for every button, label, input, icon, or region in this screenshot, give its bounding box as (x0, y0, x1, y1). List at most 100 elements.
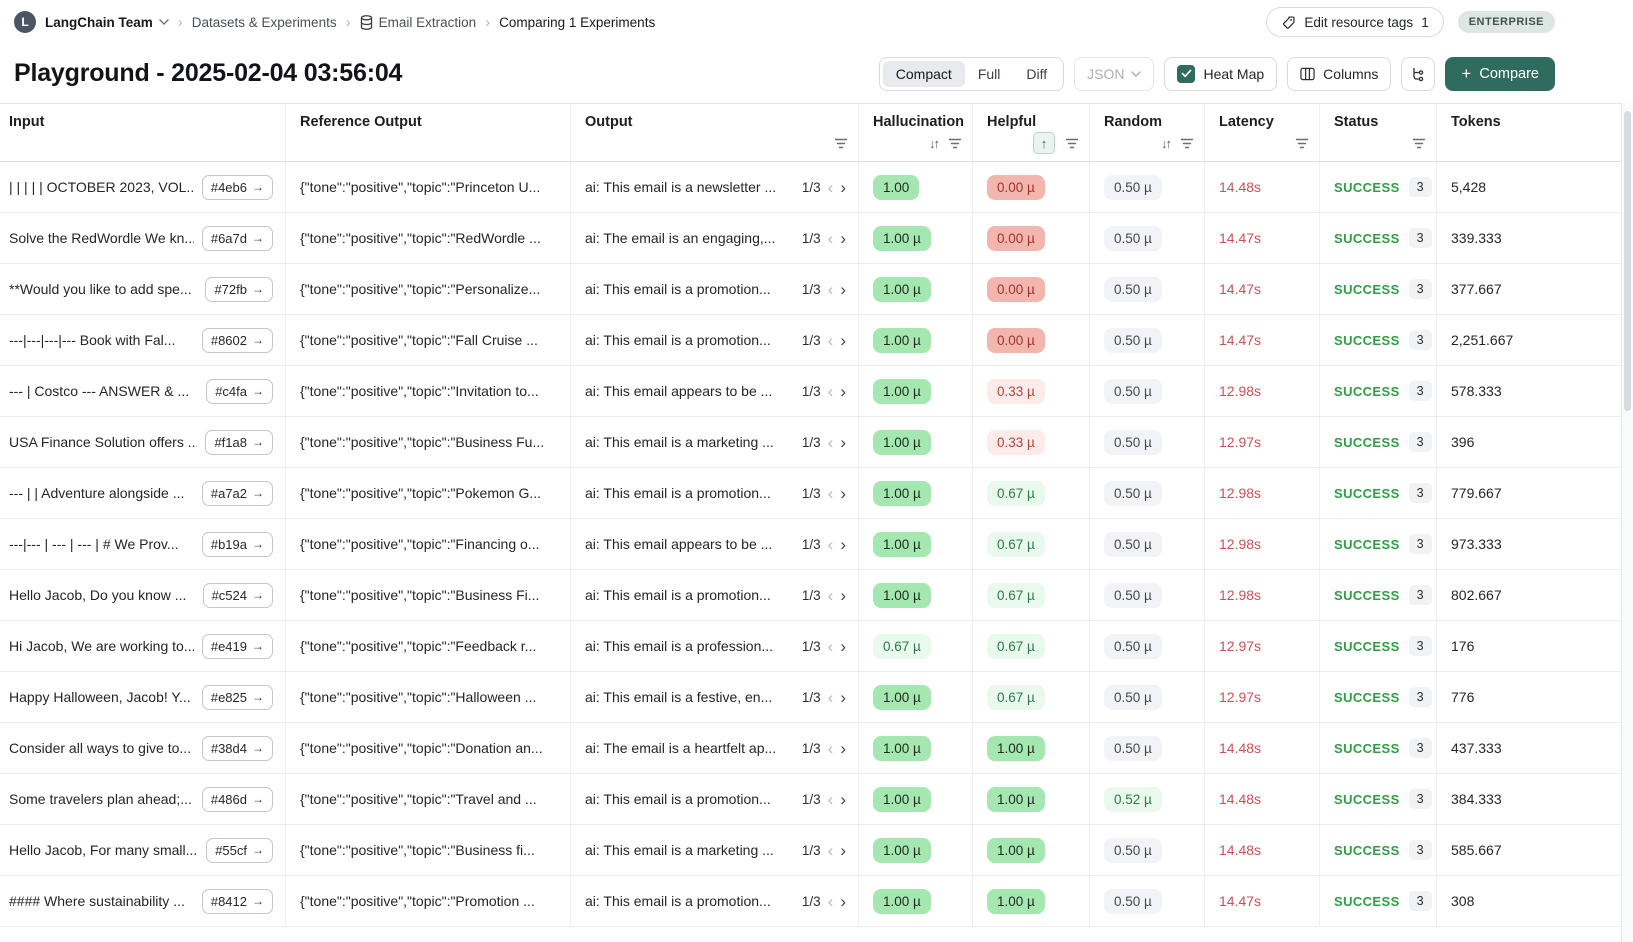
output-text: ai: This email is a promotion... (585, 281, 771, 297)
chevron-left-icon[interactable]: ‹ (827, 330, 834, 350)
edit-resource-tags-button[interactable]: Edit resource tags 1 (1266, 7, 1444, 37)
chevron-left-icon[interactable]: ‹ (827, 228, 834, 248)
sort-ascending-active-icon[interactable]: ↑ (1033, 132, 1055, 154)
example-link[interactable]: #38d4 → (201, 735, 273, 761)
filter-icon[interactable] (1295, 138, 1309, 149)
chevron-left-icon[interactable]: ‹ (827, 381, 834, 401)
chevron-right-icon[interactable]: › (840, 891, 846, 911)
example-link[interactable]: #b19a → (201, 531, 273, 557)
output-text: ai: The email is a heartfelt ap... (585, 740, 777, 756)
example-link[interactable]: #e419 → (201, 633, 273, 659)
helpful-cell: 0.00 µ (973, 213, 1090, 263)
view-mode-full[interactable]: Full (965, 61, 1014, 87)
tokens-value: 776 (1451, 689, 1475, 705)
chevron-left-icon[interactable]: ‹ (827, 279, 834, 299)
team-switcher[interactable]: LangChain Team (45, 15, 169, 30)
chevron-left-icon[interactable]: ‹ (827, 636, 834, 656)
view-mode-diff[interactable]: Diff (1013, 61, 1060, 87)
chevron-right-icon[interactable]: › (840, 483, 846, 503)
chevron-left-icon[interactable]: ‹ (827, 687, 834, 707)
example-link[interactable]: #55cf → (206, 837, 273, 863)
helpful-score-badge: 0.00 µ (987, 276, 1045, 302)
view-mode-compact[interactable]: Compact (882, 60, 965, 87)
tokens-value: 802.667 (1451, 587, 1502, 603)
example-link[interactable]: #e825 → (201, 684, 273, 710)
example-link[interactable]: #72fb → (205, 276, 273, 302)
chevron-right-icon[interactable]: › (840, 228, 846, 248)
tokens-value: 308 (1451, 893, 1475, 909)
chevron-left-icon[interactable]: ‹ (827, 483, 834, 503)
latency-cell: 14.47s (1205, 315, 1320, 365)
random-cell: 0.50 µ (1090, 213, 1205, 263)
example-link[interactable]: #c4fa → (206, 378, 273, 404)
dataset-name: Email Extraction (378, 14, 477, 30)
helpful-cell: 0.67 µ (973, 519, 1090, 569)
breadcrumb-dataset[interactable]: Email Extraction (360, 14, 477, 30)
example-link[interactable]: #f1a8 → (205, 429, 273, 455)
team-avatar[interactable]: L (14, 11, 36, 33)
latency-value: 14.48s (1219, 179, 1262, 195)
chevron-right-icon[interactable]: › (840, 432, 846, 452)
chevron-left-icon[interactable]: ‹ (827, 738, 834, 758)
helpful-score-badge: 1.00 µ (987, 786, 1045, 812)
example-link[interactable]: #c524 → (202, 582, 273, 608)
chevron-right-icon[interactable]: › (840, 279, 846, 299)
filter-icon[interactable] (834, 138, 848, 149)
hallucination-score-badge: 1.00 µ (873, 429, 931, 455)
columns-button[interactable]: Columns (1287, 56, 1392, 91)
example-link[interactable]: #8412 → (201, 888, 273, 914)
status-cell: SUCCESS 3 (1320, 468, 1437, 518)
chevron-left-icon[interactable]: ‹ (827, 585, 834, 605)
helpful-cell: 0.00 µ (973, 264, 1090, 314)
output-text: ai: This email is a promotion... (585, 485, 771, 501)
run-pager-label: 1/3 (801, 179, 821, 195)
chevron-left-icon[interactable]: ‹ (827, 840, 834, 860)
run-count-badge: 3 (1408, 636, 1432, 656)
scrollbar-thumb[interactable] (1624, 111, 1631, 411)
chevron-right-icon[interactable]: › (840, 381, 846, 401)
chevron-left-icon[interactable]: ‹ (827, 177, 834, 197)
latency-value: 12.98s (1219, 536, 1262, 552)
compare-button[interactable]: + Compare (1445, 56, 1555, 91)
chevron-right-icon[interactable]: › (840, 534, 846, 554)
helpful-score-badge: 0.00 µ (987, 174, 1045, 200)
chevron-left-icon[interactable]: ‹ (827, 891, 834, 911)
example-link[interactable]: #8602 → (201, 327, 273, 353)
chevron-left-icon[interactable]: ‹ (827, 534, 834, 554)
chevron-right-icon[interactable]: › (840, 789, 846, 809)
filter-icon[interactable] (948, 138, 962, 149)
filter-icon[interactable] (1180, 138, 1194, 149)
chevron-right-icon[interactable]: › (840, 585, 846, 605)
random-cell: 0.50 µ (1090, 723, 1205, 773)
example-link[interactable]: #4eb6 → (201, 174, 273, 200)
format-select[interactable]: JSON (1074, 56, 1155, 91)
vertical-scrollbar[interactable] (1621, 103, 1633, 942)
breadcrumb-separator: › (345, 13, 351, 31)
example-id: #486d (210, 791, 247, 807)
sort-icon[interactable]: ↓↑ (929, 135, 940, 151)
output-text: ai: This email is a promotion... (585, 791, 771, 807)
latency-value: 14.47s (1219, 281, 1262, 297)
chevron-right-icon[interactable]: › (840, 687, 846, 707)
filter-icon[interactable] (1065, 138, 1079, 149)
chevron-left-icon[interactable]: ‹ (827, 432, 834, 452)
heat-map-toggle[interactable]: Heat Map (1164, 56, 1278, 91)
breadcrumb: L LangChain Team › Datasets & Experiment… (14, 11, 655, 33)
input-text: Solve the RedWordle We kn... (9, 230, 194, 246)
chevron-right-icon[interactable]: › (840, 177, 846, 197)
input-text: --- | Costco --- ANSWER & ... (9, 383, 190, 399)
chevron-right-icon[interactable]: › (840, 636, 846, 656)
example-link[interactable]: #486d → (201, 786, 273, 812)
example-link[interactable]: #6a7d → (201, 225, 273, 251)
random-score-badge: 0.50 µ (1104, 429, 1162, 455)
example-link[interactable]: #a7a2 → (201, 480, 273, 506)
chevron-right-icon[interactable]: › (840, 330, 846, 350)
trace-tree-button[interactable] (1401, 56, 1436, 91)
chevron-left-icon[interactable]: ‹ (827, 789, 834, 809)
breadcrumb-datasets[interactable]: Datasets & Experiments (191, 14, 337, 30)
sort-icon[interactable]: ↓↑ (1161, 135, 1172, 151)
hallucination-cell: 1.00 µ (859, 213, 973, 263)
filter-icon[interactable] (1412, 138, 1426, 149)
chevron-right-icon[interactable]: › (840, 738, 846, 758)
chevron-right-icon[interactable]: › (840, 840, 846, 860)
